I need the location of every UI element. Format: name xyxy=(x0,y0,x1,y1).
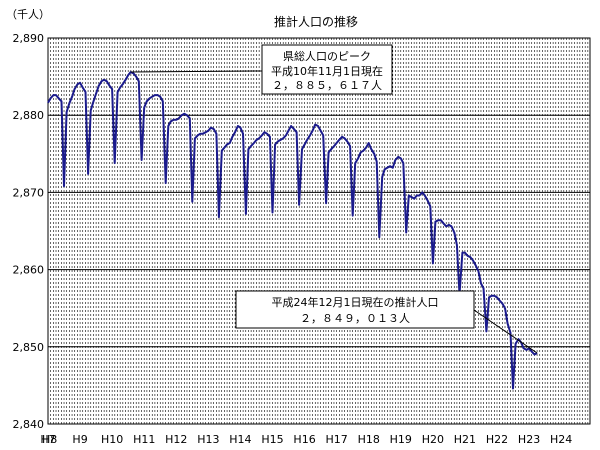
x-tick-label: H13 xyxy=(197,433,219,446)
y-axis-unit-label: （千人） xyxy=(6,8,50,21)
peak-annotation-leader xyxy=(130,70,263,73)
x-tick-label: H15 xyxy=(261,433,283,446)
x-tick-label: H19 xyxy=(390,433,412,446)
x-tick-label: H9 xyxy=(72,433,87,446)
x-tick-label: H21 xyxy=(454,433,476,446)
y-tick-label: 2,880 xyxy=(13,109,45,122)
y-tick-label: 2,850 xyxy=(13,341,45,354)
x-tick-label: H24 xyxy=(550,433,572,446)
x-tick-label: H17 xyxy=(325,433,347,446)
plot-area xyxy=(47,37,591,425)
x-tick-label: H8 xyxy=(42,433,57,446)
peak-annotation-line-2: 平成10年11月1日現在 xyxy=(271,64,383,78)
vertical-gridlines xyxy=(50,38,589,424)
x-tick-label: H16 xyxy=(293,433,315,446)
series-line xyxy=(47,71,538,390)
latest-annotation-line-2: ２，８４９，０１３人 xyxy=(300,312,410,325)
y-tick-label: 2,840 xyxy=(13,418,45,431)
peak-annotation-line-3: ２，８８５，６１７人 xyxy=(272,79,382,92)
x-tick-label: H7 xyxy=(40,433,55,446)
latest-annotation-leader xyxy=(473,309,538,354)
latest-annotation-box xyxy=(235,290,475,329)
peak-annotation: 県総人口のピーク 平成10年11月1日現在 ２，８８５，６１７人 xyxy=(130,44,393,95)
x-tick-label: H10 xyxy=(101,433,123,446)
x-tick-label: H23 xyxy=(518,433,540,446)
x-tick-label: H12 xyxy=(165,433,187,446)
y-tick-label: 2,890 xyxy=(13,32,45,45)
latest-annotation: 平成24年12月1日現在の推計人口 ２，８４９，０１３人 xyxy=(235,290,538,354)
x-tick-label: H20 xyxy=(422,433,444,446)
y-tick-label: 2,870 xyxy=(13,186,45,199)
series-group xyxy=(47,71,538,390)
x-tick-label: H11 xyxy=(133,433,155,446)
chart-title: 推計人口の推移 xyxy=(274,14,358,29)
latest-annotation-line-1: 平成24年12月1日現在の推計人口 xyxy=(272,295,439,309)
horizontal-gridlines xyxy=(48,114,590,348)
x-tick-label: H14 xyxy=(229,433,251,446)
y-axis-tick-labels: 2,840 2,850 2,860 2,870 2,880 2,890 xyxy=(13,32,45,431)
peak-annotation-line-1: 県総人口のピーク xyxy=(283,49,371,63)
x-tick-label: H22 xyxy=(486,433,508,446)
y-tick-label: 2,860 xyxy=(13,264,45,277)
peak-annotation-box xyxy=(261,44,393,95)
x-tick-label: H18 xyxy=(358,433,380,446)
